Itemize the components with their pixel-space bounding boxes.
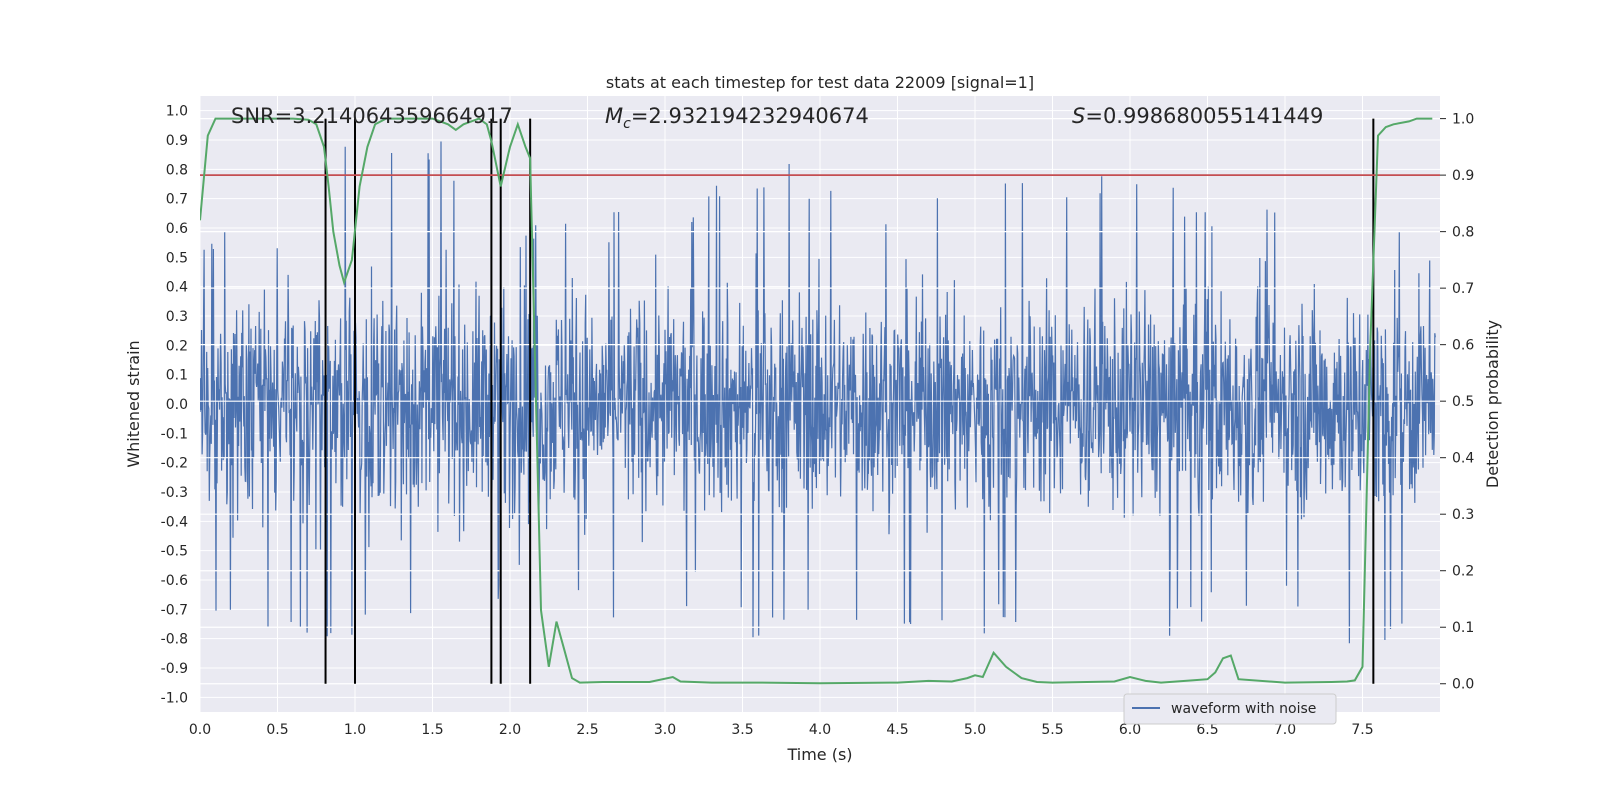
x-tick-label: 3.0 [654,722,676,738]
s-value: =0.998680055141449 [1085,104,1323,128]
y2-tick-label: 0.5 [1452,394,1474,410]
legend-label-waveform: waveform with noise [1171,701,1316,717]
y-tick-label: 1.0 [166,104,188,120]
y-tick-label: 0.0 [166,397,188,413]
x-tick-label: 6.0 [1119,722,1141,738]
x-tick-label: 5.0 [964,722,986,738]
y-tick-label: 0.2 [166,338,188,354]
x-tick-label: 0.0 [189,722,211,738]
x-tick-label: 5.5 [1041,722,1063,738]
mc-subscript: c [623,116,631,132]
y2-tick-label: 0.7 [1452,281,1474,297]
chart-title: stats at each timestep for test data 220… [606,73,1034,92]
y2-tick-label: 1.0 [1452,112,1474,128]
probability-layer [200,117,1433,685]
x-tick-label: 0.5 [266,722,288,738]
y-tick-label: 0.6 [166,221,188,237]
x-tick-label: 3.5 [731,722,753,738]
chirp-mass-annotation: Mc=2.932194232940674 [605,104,869,132]
y2-tick-label: 0.8 [1452,225,1474,241]
plot-area [200,117,1440,685]
y-tick-label: -0.3 [161,485,188,501]
y-tick-label: -0.5 [161,544,188,560]
mc-symbol: M [605,104,623,128]
x-tick-label: 1.5 [421,722,443,738]
snr-annotation: SNR=3.214064359664917 [231,104,513,128]
x-tick-label: 4.5 [886,722,908,738]
legend: waveform with noise [1123,693,1337,725]
y-tick-label: 0.3 [166,309,188,325]
y-axis-ticks: 1.0 0.9 0.8 0.7 0.6 0.5 0.4 0.3 0.2 0.1 0.0 -0.1 -0.… [161,104,188,707]
y2-tick-label: 0.4 [1452,451,1474,467]
y-tick-label: 0.5 [166,250,188,266]
y-tick-label: 0.8 [166,162,188,178]
x-tick-label: 4.0 [809,722,831,738]
y-tick-label: -0.4 [161,514,188,530]
y-tick-label: 0.7 [166,192,188,208]
vertical-markers [324,118,1375,684]
y-tick-label: -0.8 [161,632,188,648]
y-tick-label: -0.9 [161,661,188,677]
x-tick-label: 7.0 [1274,722,1296,738]
s-symbol: S [1072,104,1085,128]
y2-tick-label: 0.2 [1452,564,1474,580]
waveform-line [200,141,1436,644]
y2-tick-label: 0.6 [1452,338,1474,354]
y-tick-label: 0.4 [166,280,188,296]
y2-tick-label: 0.3 [1452,507,1474,523]
y2-tick-label: 0.0 [1452,677,1474,693]
y-axis-label: Whitened strain [124,340,143,467]
y-tick-label: -0.2 [161,456,188,472]
x-tick-label: 2.0 [499,722,521,738]
x-axis-ticks: 0.0 0.5 1.0 1.5 2.0 2.5 3.0 3.5 4.0 4.5 5.0 5.5 6.0 6… [189,722,1374,738]
legend-box [1123,693,1337,725]
y-tick-label: -1.0 [161,690,188,706]
y2-axis-ticks: 1.0 0.9 0.8 0.7 0.6 0.5 0.4 0.3 0.2 0.1 0.0 [1440,112,1474,693]
y-tick-label: 0.1 [166,368,188,384]
y-tick-label: 0.9 [166,133,188,149]
y2-tick-label: 0.9 [1452,168,1474,184]
y2-tick-label: 0.1 [1452,620,1474,636]
x-tick-label: 6.5 [1196,722,1218,738]
mc-value: =2.932194232940674 [631,104,869,128]
x-tick-label: 1.0 [344,722,366,738]
s-annotation: S=0.998680055141449 [1072,104,1323,128]
probability-line [200,117,1433,685]
y-tick-label: -0.1 [161,426,188,442]
y2-axis-label: Detection probability [1483,320,1502,488]
y-tick-label: -0.6 [161,573,188,589]
x-axis-label: Time (s) [786,745,852,764]
x-tick-label: 2.5 [576,722,598,738]
y-tick-label: -0.7 [161,602,188,618]
x-tick-label: 7.5 [1351,722,1373,738]
